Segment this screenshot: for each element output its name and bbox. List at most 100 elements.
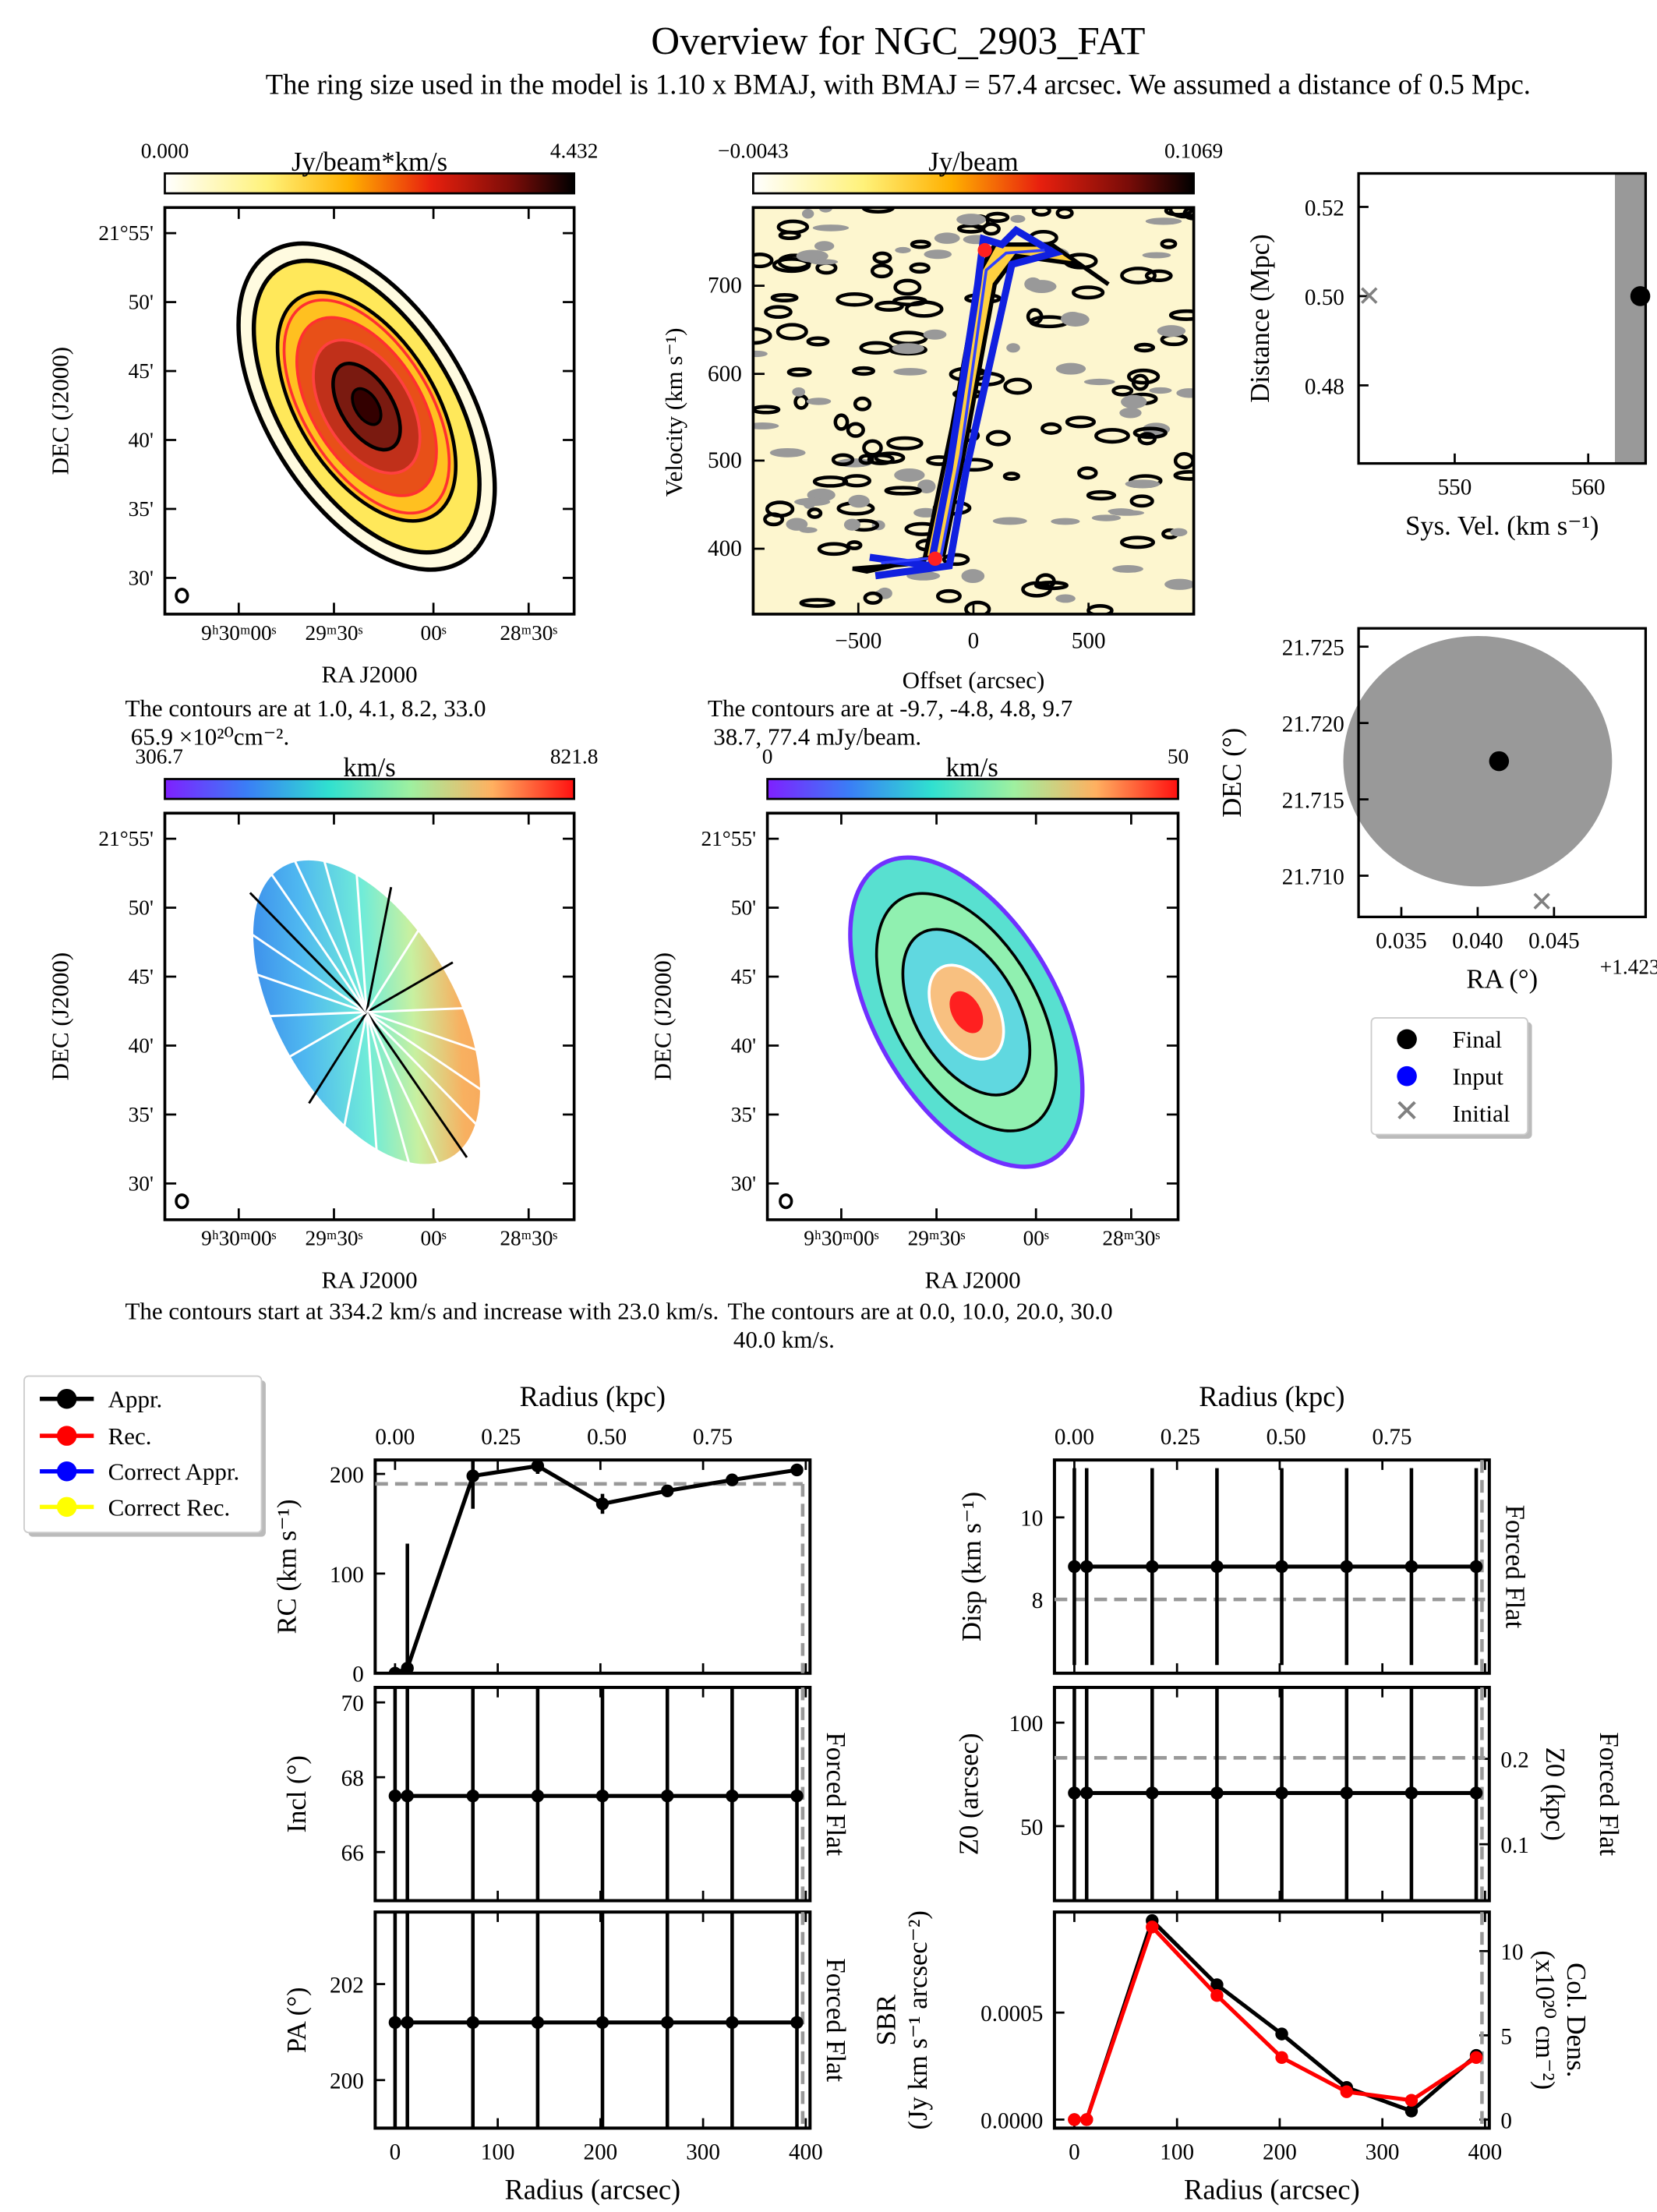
dec-tick-label: 40' xyxy=(129,429,154,452)
data-point xyxy=(1146,1560,1159,1574)
kpc-tick-label: 0.50 xyxy=(587,1425,627,1450)
uncertainty-band xyxy=(1615,173,1646,464)
noise-blob xyxy=(1119,408,1142,419)
ra-tick-label: 00ˢ xyxy=(421,1227,447,1250)
y-axis-label: DEC (°) xyxy=(1217,728,1247,818)
ra-tick-label: 29ᵐ30ˢ xyxy=(306,1227,363,1250)
distance-panel: 550 560 0.48 0.50 0.52 Sys. Vel. (km s⁻¹) Dist… xyxy=(1245,171,1651,541)
data-point xyxy=(1340,2085,1354,2098)
noise-blob xyxy=(801,209,814,219)
data-point xyxy=(1080,1786,1093,1800)
dec-tick-label: 45' xyxy=(129,359,154,383)
moment0-caption-1: The contours are at 1.0, 4.1, 8.2, 33.0 xyxy=(125,694,486,722)
dec-tick-label: 40' xyxy=(129,1034,154,1058)
rc-panel: 0.00 0.25 0.50 0.75 Radius (kpc) 0 100 200 RC (k… xyxy=(272,1381,812,1687)
data-point xyxy=(595,1789,609,1803)
data-point xyxy=(661,1789,674,1803)
x-tick-label: 0.035 xyxy=(1376,929,1427,954)
noise-blob xyxy=(1164,578,1194,590)
kpc-tick-label: 0.75 xyxy=(1372,1425,1411,1450)
kpc-tick-label: 0.00 xyxy=(1055,1425,1094,1450)
colorbar-max: 821.8 xyxy=(550,744,599,768)
legend-correct-appr: Correct Appr. xyxy=(40,1458,239,1486)
noise-blob xyxy=(793,497,831,507)
data-point xyxy=(388,2016,402,2030)
data-point xyxy=(531,2016,545,2030)
isovelocity-line xyxy=(242,928,368,1013)
data-point xyxy=(1469,1786,1483,1800)
noise-blob xyxy=(893,368,927,376)
forced-flat-label: Forced Flat xyxy=(821,1958,850,2082)
noise-blob xyxy=(1065,415,1097,429)
y-axis-label: (Jy km s⁻¹ arcsec⁻²) xyxy=(903,1910,933,2129)
isovelocity-contours xyxy=(242,851,491,1174)
noise-blob xyxy=(909,262,931,274)
noise-blob xyxy=(905,300,944,318)
dec-tick-label: 45' xyxy=(129,965,154,988)
noise-blob xyxy=(1021,581,1052,598)
right-tick-label: 5 xyxy=(1500,2024,1512,2049)
dec-axis-label: DEC (J2000) xyxy=(47,347,74,475)
beam-marker xyxy=(779,1193,793,1210)
colorbar-label: Jy/beam xyxy=(928,147,1018,177)
data-point xyxy=(790,1463,804,1477)
noise-blob xyxy=(807,507,823,519)
noise-blob xyxy=(853,396,872,412)
noise-blob xyxy=(812,224,850,231)
noise-blob xyxy=(858,454,874,465)
forced-flat-label: Forced Flat xyxy=(1500,1505,1530,1629)
noise-blob xyxy=(874,300,904,312)
noise-blob xyxy=(1127,368,1161,385)
noise-blob xyxy=(1003,377,1033,395)
noise-blob xyxy=(1144,269,1173,282)
isovelocity-line xyxy=(249,892,368,1013)
input-marker-icon xyxy=(1397,1065,1417,1087)
y-tick-label: 100 xyxy=(1009,1712,1044,1737)
beam-marker xyxy=(175,1193,189,1210)
noise-blob xyxy=(923,329,947,340)
initial-marker-icon: ✕ xyxy=(1394,1094,1420,1129)
noise-blob xyxy=(1157,325,1186,337)
kpc-tick-label: 0.75 xyxy=(693,1425,733,1450)
x-tick-label: 0.045 xyxy=(1528,929,1580,954)
noise-blob xyxy=(799,598,836,608)
noise-blob xyxy=(867,453,895,465)
isovelocity-line xyxy=(366,1011,485,1133)
initial-point-marker: ✕ xyxy=(1530,887,1554,918)
colorbar-max: 0.1069 xyxy=(1164,139,1223,162)
noise-blob xyxy=(884,486,922,496)
y-tick-label: 202 xyxy=(330,1973,364,1998)
noise-blob xyxy=(833,413,850,431)
data-point xyxy=(1210,1988,1224,2002)
y-axis-label: PA (°) xyxy=(282,1987,312,2053)
pa-panel: 0 100 200 300 400 Radius (arcsec) 200 202 PA (°)… xyxy=(282,1910,850,2206)
noise-blob xyxy=(1173,470,1194,481)
x-tick-label: 200 xyxy=(1263,2140,1297,2165)
noise-blob xyxy=(846,540,863,550)
x-axis-label: RA (°) xyxy=(1466,965,1538,995)
noise-blob xyxy=(892,343,924,355)
model-contour xyxy=(282,299,451,515)
noise-blob xyxy=(1061,312,1085,327)
data-point xyxy=(1068,2113,1081,2126)
noise-blob xyxy=(895,246,911,253)
noise-blob xyxy=(1112,565,1143,573)
noise-blob xyxy=(1094,428,1130,444)
moment1-axes-frame xyxy=(163,811,576,1221)
isovelocity-line xyxy=(320,851,368,1013)
colorbar-max: 4.432 xyxy=(550,139,599,162)
moment1-panel: 306.7 km/s 821.8 21°55' 50' 45' 40' 35' 30' 9ʰ… xyxy=(47,744,719,1324)
ra-tick-label: 9ʰ30ᵐ00ˢ xyxy=(201,621,276,645)
noise-blob xyxy=(843,518,861,531)
y-axis-label: Disp (km s⁻¹) xyxy=(957,1492,987,1641)
initial-point-marker: ✕ xyxy=(1358,281,1382,313)
noise-blob xyxy=(806,336,830,347)
y-tick-label: 0 xyxy=(352,1663,364,1687)
data-point xyxy=(531,1460,545,1473)
forced-flat-label: Forced Flat xyxy=(821,1732,850,1856)
data-point xyxy=(531,1789,545,1803)
noise-blob xyxy=(893,278,922,296)
dec-tick-label: 21°55' xyxy=(701,827,756,850)
legend-label: Appr. xyxy=(108,1386,163,1413)
isovelocity-line xyxy=(308,1011,368,1104)
